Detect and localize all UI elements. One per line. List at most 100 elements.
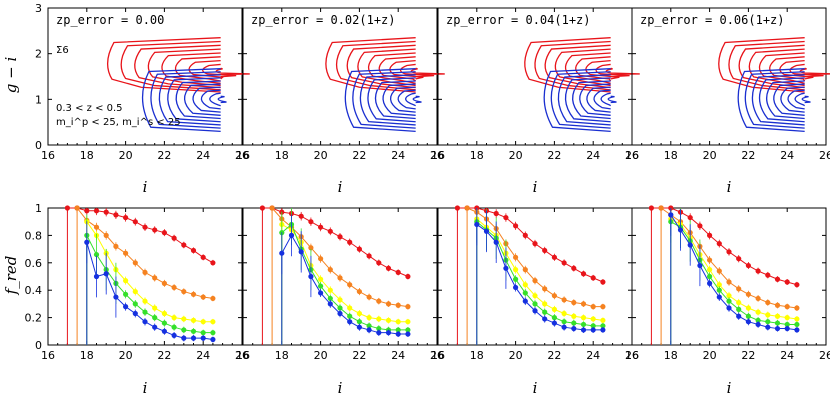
red-contour — [769, 56, 806, 82]
x-tick-label: 22 — [157, 149, 171, 162]
x-tick-label: 22 — [352, 149, 366, 162]
x-tick-label: 16 — [431, 349, 445, 362]
data-point — [784, 304, 790, 310]
red-contour — [410, 67, 445, 76]
blue-contour — [787, 89, 805, 110]
data-point — [687, 214, 693, 221]
data-point — [542, 316, 548, 322]
red-contour — [544, 44, 611, 89]
x-tick-label: 26 — [819, 349, 830, 362]
blue-contour — [359, 74, 416, 126]
data-point — [395, 327, 401, 333]
data-point — [774, 276, 781, 282]
top-contour-row: 16 18 20 22 24 26 0 1 2 3 i zp_error = 0.00 Σ6 0.3 < … — [35, 2, 830, 196]
data-point — [716, 294, 722, 300]
data-point — [376, 260, 382, 266]
data-point — [181, 288, 187, 295]
data-point — [395, 319, 401, 325]
x-tick-label: 24 — [391, 149, 405, 162]
fraction-panel: 16 18 20 22 24 26 0 0.2 0.4 0.6 0.8 1 i — [25, 202, 250, 397]
x-tick-label: 26 — [430, 349, 444, 362]
data-point — [522, 282, 528, 288]
data-point — [513, 276, 519, 282]
data-point — [142, 319, 148, 325]
blue-contour — [175, 80, 221, 120]
data-point — [161, 230, 167, 236]
data-point — [755, 321, 761, 328]
data-point — [210, 295, 216, 302]
x-tick-label: 16 — [236, 349, 250, 362]
contour-panel: 16 18 20 22 24 26 i zp_error = 0.02(1+z) — [236, 7, 445, 196]
data-point — [551, 254, 558, 260]
data-point — [532, 301, 538, 307]
data-point — [687, 242, 693, 248]
data-point — [600, 304, 606, 310]
data-point — [123, 291, 129, 297]
red-contour — [748, 48, 805, 87]
data-point — [707, 257, 713, 263]
red-contour — [378, 56, 417, 82]
data-point — [308, 245, 314, 251]
data-point — [493, 210, 499, 217]
x-tick-label: 24 — [780, 349, 794, 362]
data-point — [308, 219, 314, 225]
data-point — [84, 239, 90, 245]
x-tick-label: 26 — [625, 149, 639, 162]
data-point — [755, 317, 761, 323]
data-point — [503, 265, 509, 271]
blue-contour — [543, 68, 611, 133]
data-point — [794, 282, 800, 288]
blue-contour — [367, 77, 416, 123]
y-tick-label: 3 — [35, 2, 42, 15]
y-tick-label: 2 — [35, 48, 42, 61]
series-navy — [474, 208, 606, 345]
blue-contour — [209, 92, 221, 107]
data-point — [513, 267, 519, 273]
fraction-panel: 16 18 20 22 24 26 i — [431, 205, 639, 397]
data-point — [590, 323, 596, 329]
data-point — [356, 246, 362, 252]
data-point — [200, 254, 206, 260]
red-contour — [575, 56, 612, 82]
data-point — [648, 205, 655, 211]
data-point — [474, 221, 480, 228]
x-tick-label: 20 — [314, 149, 328, 162]
data-point — [542, 301, 548, 307]
series-green — [668, 208, 800, 345]
x-tick-label: 22 — [352, 349, 366, 362]
blue-contour — [751, 74, 805, 126]
x-axis-label: i — [727, 178, 732, 196]
data-point — [210, 336, 216, 343]
data-point — [318, 256, 324, 262]
data-point — [376, 330, 382, 336]
data-point — [190, 291, 197, 297]
y-tick-label: 1 — [35, 202, 42, 215]
data-point — [580, 271, 587, 277]
contour-panel: 16 18 20 22 24 26 i zp_error = 0.06(1+z) — [625, 7, 830, 196]
panel-title: zp_error = 0.02(1+z) — [251, 13, 396, 27]
data-point — [726, 293, 732, 299]
data-point — [132, 288, 138, 295]
blue-contour — [382, 83, 416, 116]
data-point — [395, 269, 401, 275]
red-contour — [357, 48, 416, 87]
data-point — [600, 317, 606, 323]
data-point — [580, 327, 587, 333]
data-point — [405, 327, 411, 333]
blue-contour — [192, 86, 221, 113]
blue-contour — [344, 68, 416, 133]
data-point — [327, 267, 333, 273]
x-tick-label: 20 — [703, 149, 717, 162]
contour-panel: 16 18 20 22 24 26 0 1 2 3 i zp_error = 0.00 Σ6 0.3 < … — [35, 2, 250, 196]
blue-contour — [586, 86, 611, 113]
x-tick-label: 20 — [314, 349, 328, 362]
blue-contour — [397, 89, 416, 110]
data-point — [337, 275, 343, 281]
red-contour — [728, 40, 805, 91]
x-tick-label: 18 — [80, 349, 94, 362]
data-point — [658, 205, 664, 211]
data-point — [161, 328, 167, 334]
x-tick-label: 24 — [780, 149, 794, 162]
data-point — [152, 315, 158, 321]
data-point — [726, 305, 732, 311]
